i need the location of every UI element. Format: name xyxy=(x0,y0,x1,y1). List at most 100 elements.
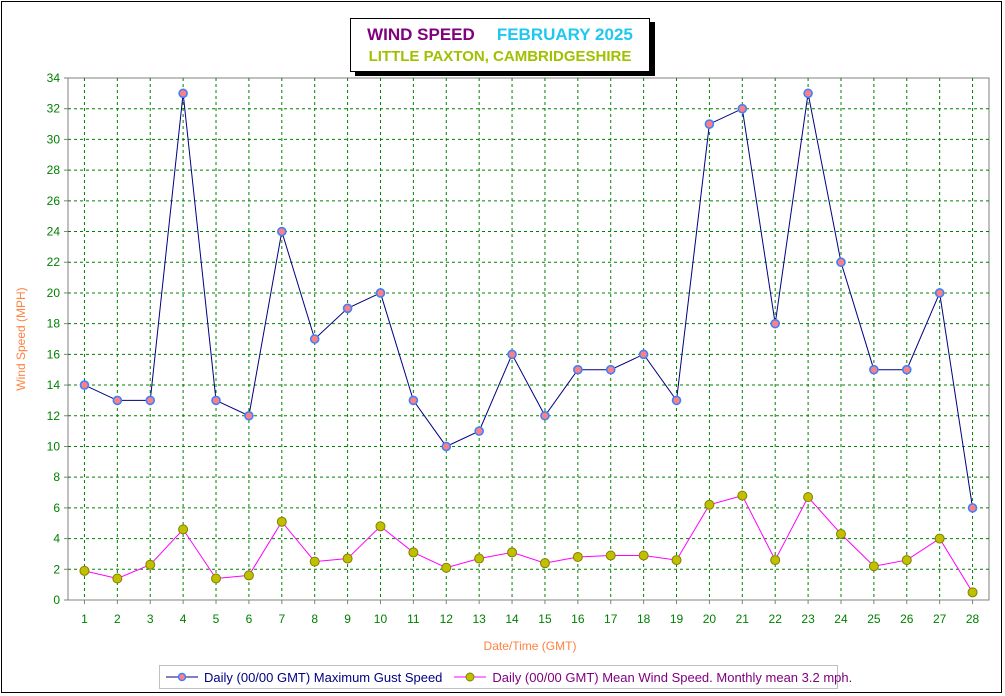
data-point-gust xyxy=(901,364,912,375)
data-point-mean xyxy=(276,516,287,527)
data-point-mean xyxy=(770,555,781,566)
x-tick-label: 12 xyxy=(440,612,454,626)
y-tick-label: 14 xyxy=(47,378,61,392)
data-point-mean xyxy=(803,492,814,503)
y-tick-label: 0 xyxy=(53,593,60,607)
data-point-gust xyxy=(244,410,254,421)
y-tick-label: 10 xyxy=(47,439,61,453)
chart-legend: Daily (00/00 GMT) Maximum Gust Speed Dai… xyxy=(159,665,852,689)
data-point-mean xyxy=(408,547,419,558)
y-tick-label: 16 xyxy=(47,347,61,361)
grid-lines xyxy=(68,78,989,600)
y-tick-label: 24 xyxy=(47,225,61,239)
data-point-mean xyxy=(835,528,846,539)
data-point-mean xyxy=(79,565,90,576)
data-point-gust xyxy=(934,288,945,298)
data-point-gust xyxy=(803,88,813,99)
data-point-gust xyxy=(638,349,649,360)
y-tick-label: 28 xyxy=(47,163,61,177)
legend-swatch-gust xyxy=(166,672,198,682)
data-point-gust xyxy=(474,426,484,436)
x-axis-title: Date/Time (GMT) xyxy=(484,639,577,653)
data-point-mean xyxy=(737,490,748,501)
data-point-mean xyxy=(145,559,156,570)
data-point-mean xyxy=(178,524,189,535)
title-location: LITTLE PAXTON, CAMBRIDGESHIRE xyxy=(368,48,632,65)
data-point-mean xyxy=(342,553,353,564)
data-point-mean xyxy=(671,555,682,566)
data-point-mean xyxy=(704,499,715,510)
data-point-gust xyxy=(211,395,221,406)
data-point-gust xyxy=(375,288,386,298)
data-point-mean xyxy=(901,555,912,566)
y-tick-label: 32 xyxy=(47,102,61,116)
x-tick-label: 6 xyxy=(246,612,253,626)
data-point-gust xyxy=(309,334,320,344)
x-tick-label: 14 xyxy=(505,612,519,626)
x-tick-label: 1 xyxy=(81,612,88,626)
x-tick-label: 5 xyxy=(213,612,220,626)
x-tick-label: 22 xyxy=(769,612,783,626)
x-tick-label: 26 xyxy=(900,612,914,626)
data-point-mean xyxy=(638,550,649,561)
legend-item-gust: Daily (00/00 GMT) Maximum Gust Speed xyxy=(164,670,442,685)
y-tick-label: 12 xyxy=(47,409,61,423)
y-tick-label: 22 xyxy=(47,255,61,269)
data-point-mean xyxy=(474,553,485,564)
data-point-gust xyxy=(441,441,452,452)
title-main: WIND SPEED xyxy=(367,25,475,44)
x-tick-label: 20 xyxy=(703,612,717,626)
data-point-mean xyxy=(441,562,452,573)
data-point-gust xyxy=(967,503,978,513)
x-tick-label: 24 xyxy=(834,612,848,626)
data-point-gust xyxy=(145,395,156,406)
legend-item-mean: Daily (00/00 GMT) Mean Wind Speed. Month… xyxy=(452,670,852,685)
data-point-gust xyxy=(869,364,879,375)
legend-label-gust: Daily (00/00 GMT) Maximum Gust Speed xyxy=(204,669,443,685)
data-point-gust xyxy=(704,119,715,129)
data-point-mean xyxy=(112,573,123,584)
data-point-gust xyxy=(671,395,682,406)
x-tick-label: 18 xyxy=(637,612,651,626)
legend-label-mean: Daily (00/00 GMT) Mean Wind Speed. Month… xyxy=(492,669,853,685)
data-point-mean xyxy=(868,561,879,572)
legend-swatch-mean xyxy=(454,672,487,682)
x-tick-label: 3 xyxy=(147,612,154,626)
data-point-mean xyxy=(211,573,222,584)
data-point-mean xyxy=(309,556,320,567)
series-group xyxy=(79,88,978,598)
x-tick-label: 4 xyxy=(180,612,187,626)
data-point-gust xyxy=(178,88,188,99)
data-point-gust xyxy=(507,349,517,360)
data-point-gust xyxy=(79,380,90,390)
x-tick-label: 16 xyxy=(571,612,585,626)
data-point-gust xyxy=(770,318,780,329)
title-line-1: WIND SPEED FEBRUARY 2025 xyxy=(351,25,649,45)
x-tick-label: 7 xyxy=(278,612,285,626)
data-point-mean xyxy=(375,521,386,532)
series-gust xyxy=(79,88,978,513)
y-tick-label: 34 xyxy=(47,71,61,85)
data-point-gust xyxy=(408,395,419,406)
y-axis-title: Wind Speed (MPH) xyxy=(14,287,28,390)
data-point-gust xyxy=(112,395,123,406)
data-point-gust xyxy=(605,364,616,375)
x-tick-label: 11 xyxy=(407,612,420,626)
data-point-mean xyxy=(539,558,550,569)
y-tick-label: 4 xyxy=(53,532,60,546)
data-point-mean xyxy=(507,547,518,558)
y-tick-label: 2 xyxy=(53,562,60,576)
data-point-mean xyxy=(934,533,945,544)
data-point-mean xyxy=(967,587,978,598)
x-tick-label: 9 xyxy=(344,612,351,626)
x-tick-label: 17 xyxy=(604,612,618,626)
title-month: FEBRUARY 2025 xyxy=(496,25,633,44)
y-tick-label: 26 xyxy=(47,194,61,208)
x-tick-label: 13 xyxy=(472,612,486,626)
series-line-mean xyxy=(84,495,973,593)
data-point-gust xyxy=(573,364,583,375)
x-tick-label: 27 xyxy=(933,612,947,626)
